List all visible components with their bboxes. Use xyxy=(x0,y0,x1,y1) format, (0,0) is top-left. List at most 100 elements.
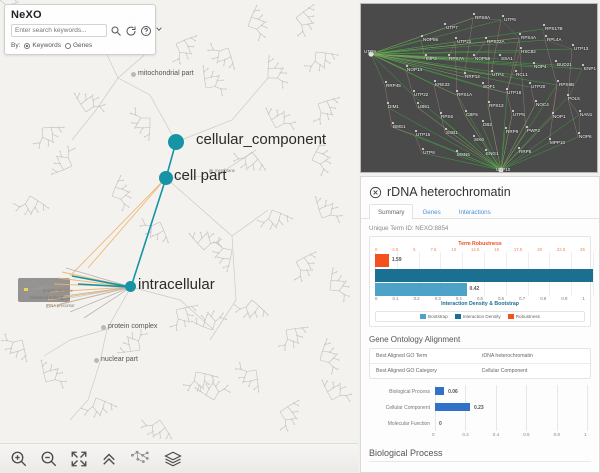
gene-node[interactable] xyxy=(545,35,548,38)
gene-node[interactable] xyxy=(455,37,458,40)
tree-node-cellular-component[interactable] xyxy=(168,134,184,150)
axis-tick: 0 xyxy=(432,432,435,437)
gene-node[interactable] xyxy=(505,127,508,130)
gene-network-panel[interactable]: UTP9 RPS8A UTP6 UTP7 RPS17B NOP56 UTP21 RPS22A R… xyxy=(360,3,598,173)
tab-interactions[interactable]: Interactions xyxy=(458,209,491,216)
axis-tick: 7.5 xyxy=(430,247,437,252)
help-icon[interactable] xyxy=(140,25,152,37)
gene-node[interactable] xyxy=(473,135,476,138)
collapse-icon[interactable] xyxy=(100,450,118,468)
ontology-tree-graphic xyxy=(0,0,357,444)
gene-network-graphic xyxy=(368,17,583,172)
gene-node[interactable] xyxy=(491,70,494,73)
gene-node[interactable] xyxy=(526,126,529,129)
search-icon[interactable] xyxy=(110,25,122,37)
tab-summary[interactable]: Summary xyxy=(369,204,414,219)
axis-tick: 0.6 xyxy=(498,296,505,301)
go-bar-value: 0.23 xyxy=(473,405,484,411)
go-category-value: Cellular Component xyxy=(475,363,590,378)
go-term-key: Best Aligned GO Term xyxy=(376,353,428,359)
axis-tick: 0.2 xyxy=(413,296,420,301)
legend-label: Interaction Density xyxy=(462,314,501,319)
gene-node[interactable] xyxy=(448,54,451,57)
gene-node[interactable] xyxy=(444,23,447,26)
gene-node[interactable] xyxy=(543,24,546,27)
tree-node-membrane[interactable] xyxy=(209,169,213,173)
gene-node[interactable] xyxy=(515,70,518,73)
gene-node[interactable] xyxy=(434,80,437,83)
term-info-panel[interactable]: rDNA heterochromatin Summary Genes Inter… xyxy=(360,176,600,473)
gene-node[interactable] xyxy=(552,112,555,115)
gene-node[interactable] xyxy=(482,120,485,123)
tree-node-intracellular[interactable] xyxy=(125,281,136,292)
refresh-icon[interactable] xyxy=(125,25,137,37)
gene-node[interactable] xyxy=(518,147,521,150)
gene-node[interactable] xyxy=(387,102,390,105)
gene-node[interactable] xyxy=(572,44,575,47)
info-tabs[interactable]: Summary Genes Interactions xyxy=(361,203,599,219)
axis-tick: 0 xyxy=(375,296,378,301)
bar-value-label: 1.59 xyxy=(391,257,402,263)
tree-node-mitochondrial-part[interactable] xyxy=(131,72,136,77)
network-layout-icon[interactable] xyxy=(130,449,152,469)
search-input[interactable] xyxy=(11,24,107,37)
tree-toolbar[interactable] xyxy=(0,443,358,473)
gene-node[interactable] xyxy=(473,13,476,16)
gene-node[interactable] xyxy=(417,102,420,105)
axis-tick: 12.5 xyxy=(470,247,480,252)
gene-node[interactable] xyxy=(557,80,560,83)
gene-node[interactable] xyxy=(422,148,425,151)
gene-node[interactable] xyxy=(482,82,485,85)
gene-node[interactable] xyxy=(485,149,488,152)
zoom-out-icon[interactable] xyxy=(40,450,58,468)
legend-swatch xyxy=(420,314,426,319)
gene-node[interactable] xyxy=(579,110,582,113)
gene-node[interactable] xyxy=(549,138,552,141)
tree-node-nuclear-part[interactable] xyxy=(94,358,99,363)
gene-node[interactable] xyxy=(425,54,428,57)
gene-node[interactable] xyxy=(413,90,416,93)
gene-node[interactable] xyxy=(445,128,448,131)
tab-genes[interactable]: Genes xyxy=(422,209,441,216)
gene-node[interactable] xyxy=(529,82,532,85)
gene-node[interactable] xyxy=(488,101,491,104)
gene-node[interactable] xyxy=(385,81,388,84)
radio-genes[interactable]: Genes xyxy=(64,42,92,49)
gene-node[interactable] xyxy=(421,35,424,38)
go-bar-value: 0.06 xyxy=(448,389,458,395)
gene-node[interactable] xyxy=(406,65,409,68)
gene-node[interactable] xyxy=(578,132,581,135)
gene-node[interactable] xyxy=(533,62,536,65)
chevron-down-icon[interactable] xyxy=(155,25,163,37)
gene-node[interactable] xyxy=(464,72,467,75)
gene-node[interactable] xyxy=(567,94,570,97)
tree-node-protein-complex[interactable] xyxy=(101,325,106,330)
gene-node[interactable] xyxy=(440,112,443,115)
search-panel[interactable]: NeXO By: xyxy=(4,4,162,55)
bar-robustness xyxy=(375,254,389,267)
zoom-in-icon[interactable] xyxy=(10,450,28,468)
gene-node[interactable] xyxy=(582,64,585,67)
gene-node[interactable] xyxy=(456,150,459,153)
fit-screen-icon[interactable] xyxy=(70,450,88,468)
layers-icon[interactable] xyxy=(164,450,182,468)
gene-node[interactable] xyxy=(512,110,515,113)
gene-node[interactable] xyxy=(555,60,558,63)
gene-node[interactable] xyxy=(502,15,505,18)
gene-node[interactable] xyxy=(506,88,509,91)
gene-node[interactable] xyxy=(519,33,522,36)
gene-node[interactable] xyxy=(473,54,476,57)
tree-node-cell-part[interactable] xyxy=(159,171,173,185)
gene-node[interactable] xyxy=(456,90,459,93)
radio-keywords[interactable]: Keywords xyxy=(24,42,61,49)
gene-node[interactable] xyxy=(535,100,538,103)
gene-node[interactable] xyxy=(392,122,395,125)
ontology-tree-panel[interactable]: cellular_component cell part intracellul… xyxy=(0,0,358,473)
gene-node[interactable] xyxy=(465,110,468,113)
gene-node[interactable] xyxy=(485,37,488,40)
gene-node[interactable] xyxy=(415,130,418,133)
gene-node[interactable] xyxy=(499,54,502,57)
gene-node[interactable] xyxy=(520,47,523,50)
close-circle-icon[interactable] xyxy=(369,186,382,199)
legend-swatch xyxy=(454,314,461,319)
